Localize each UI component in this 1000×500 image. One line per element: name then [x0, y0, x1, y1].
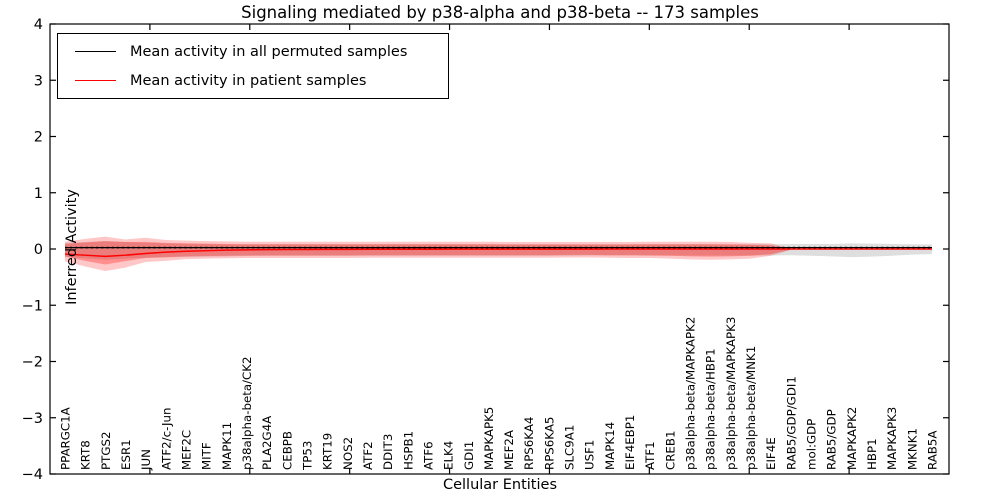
x-tick-label: RPS6KA4: [522, 417, 536, 470]
legend-item-permuted: Mean activity in all permuted samples: [58, 42, 448, 62]
y-tick-label: 2: [34, 130, 43, 146]
x-tick-label: PTGS2: [99, 432, 113, 470]
permuted-range-band: [65, 241, 933, 260]
x-tick-label: mol:GDP: [805, 419, 819, 470]
x-tick-label: JUN: [139, 449, 153, 471]
x-tick-label: KRT19: [321, 433, 335, 470]
x-tick-label: CREB1: [663, 431, 677, 471]
x-tick-label: MAPKAPK2: [845, 407, 859, 470]
patient-mean-line: [64, 248, 933, 258]
x-tick-label: p38alpha-beta/MAPKAPK3: [724, 317, 738, 470]
x-tick-label: p38alpha-beta/HBP1: [704, 348, 718, 470]
patient-outer-band: [65, 236, 791, 271]
x-tick-label: ATF6: [421, 441, 435, 470]
x-tick-label: MAPK11: [220, 422, 234, 470]
x-tick-label: ESR1: [119, 439, 133, 470]
y-tick-label: −4: [22, 467, 43, 483]
x-tick-label: MKNK1: [905, 428, 919, 470]
chart-title: Signaling mediated by p38-alpha and p38-…: [241, 3, 759, 22]
x-tick-label: p38alpha-beta/CK2: [240, 356, 254, 470]
x-tick-label: ATF1: [643, 441, 657, 470]
legend-label-permuted: Mean activity in all permuted samples: [130, 43, 408, 60]
legend-item-patient: Mean activity in patient samples: [58, 71, 448, 91]
y-tick-label: 3: [34, 73, 43, 89]
x-tick-label: RAB5/GDP: [825, 409, 839, 470]
patient-inner-band: [65, 241, 791, 265]
x-tick-label: RAB5A: [926, 431, 940, 470]
x-tick-label: PPARGC1A: [59, 407, 73, 470]
x-tick-label: MAPKAPK5: [482, 407, 496, 470]
x-tick-label: SLC9A1: [563, 425, 577, 470]
y-axis-title: Inferred Activity: [64, 189, 80, 305]
x-tick-label: TP53: [300, 441, 314, 471]
x-tick-label: ELK4: [442, 441, 456, 470]
x-tick-label: p38alpha-beta/MAPKAPK2: [684, 317, 698, 470]
x-tick-label: KRT8: [79, 440, 93, 470]
x-tick-label: ATF2/c-Jun: [159, 408, 173, 470]
y-tick-label: −3: [22, 411, 43, 427]
x-tick-label: DDIT3: [381, 434, 395, 470]
x-tick-label: HSPB1: [401, 431, 415, 470]
y-tick-label: 0: [34, 242, 43, 258]
x-tick-label: MAPKAPK3: [885, 407, 899, 470]
legend-label-patient: Mean activity in patient samples: [130, 72, 367, 89]
y-tick-label: −2: [22, 355, 43, 371]
y-tick-label: 1: [34, 186, 43, 202]
x-tick-label: PLA2G4A: [260, 416, 274, 470]
x-tick-label: GDI1: [462, 441, 476, 470]
x-axis-title: Cellular Entities: [442, 477, 558, 493]
x-tick-label: MEF2C: [179, 430, 193, 470]
x-tick-label: EIF4EBP1: [623, 415, 637, 470]
patient-line-swatch: [75, 80, 116, 81]
x-tick-label: NOS2: [341, 437, 355, 470]
x-tick-label: MAPK14: [603, 422, 617, 470]
x-tick-label: MEF2A: [502, 430, 516, 470]
x-tick-label: RAB5/GDP/GDI1: [784, 376, 798, 470]
x-tick-label: ATF2: [361, 441, 375, 470]
x-tick-label: RPS6KA5: [542, 417, 556, 470]
x-tick-label: EIF4E: [764, 437, 778, 470]
y-tick-label: 4: [34, 17, 43, 33]
x-tick-label: p38alpha-beta/MNK1: [744, 346, 758, 470]
x-tick-label: HBP1: [865, 438, 879, 470]
permuted-line-swatch: [75, 51, 116, 52]
x-tick-label: MITF: [200, 442, 214, 470]
y-tick-label: −1: [22, 298, 43, 314]
x-tick-label: CEBPB: [280, 431, 294, 470]
legend: Mean activity in all permuted samples Me…: [57, 33, 449, 99]
x-tick-label: USF1: [583, 440, 597, 470]
